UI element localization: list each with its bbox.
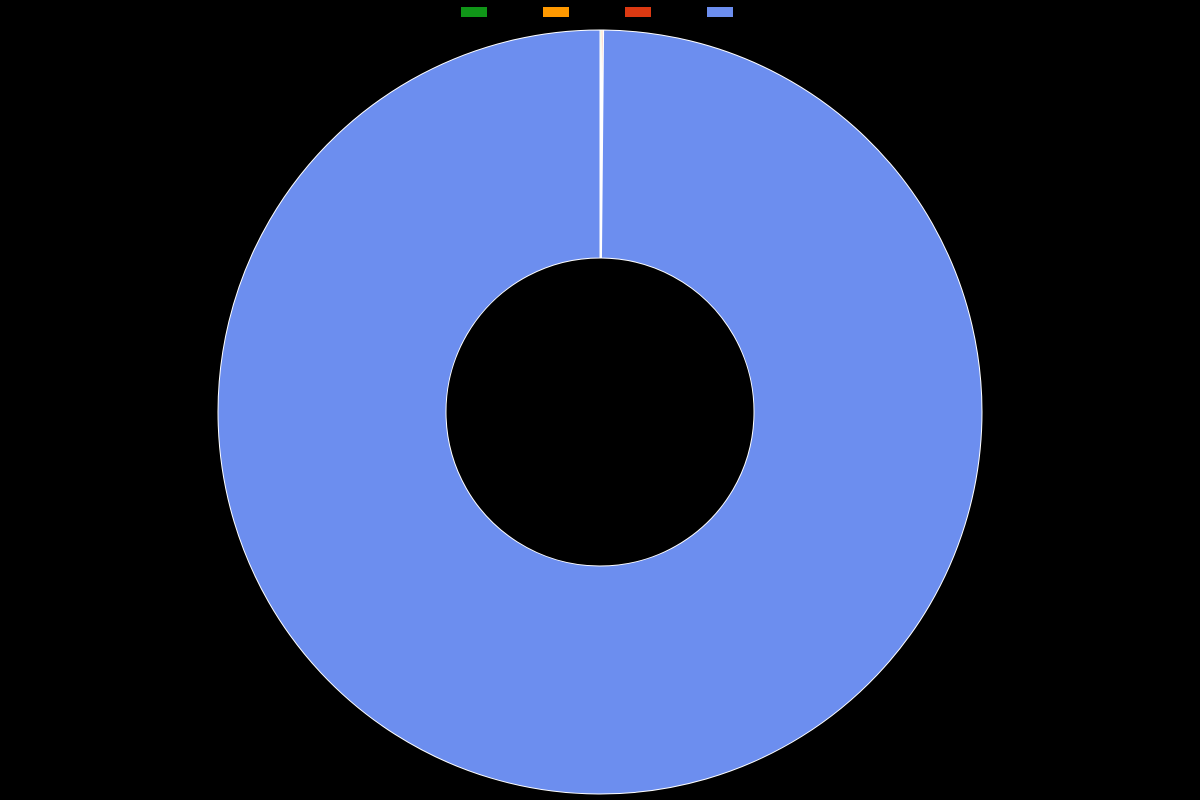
donut-slices <box>218 30 982 794</box>
donut-slice-3[interactable] <box>218 30 982 794</box>
donut-chart <box>0 0 1200 800</box>
donut-svg <box>0 0 1200 800</box>
chart-container <box>0 0 1200 800</box>
